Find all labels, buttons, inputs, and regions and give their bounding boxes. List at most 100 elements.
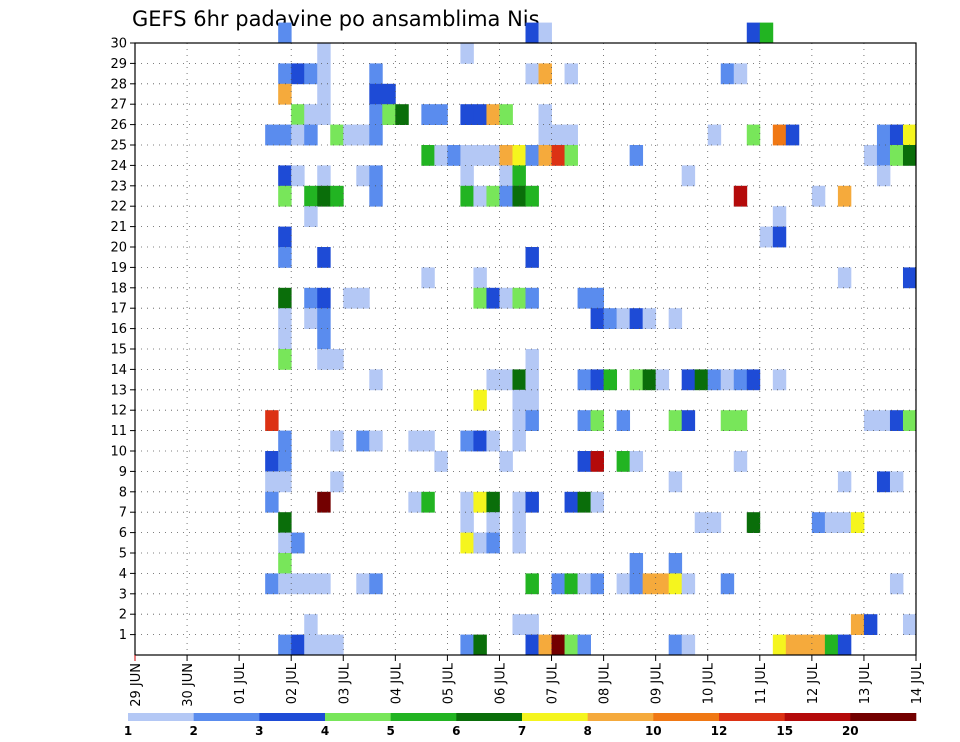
precip-cell (473, 287, 487, 309)
precip-cell (369, 573, 383, 595)
precip-cell (525, 63, 539, 85)
precip-cell (902, 267, 917, 289)
colorbar-label: 2 (190, 724, 198, 738)
precip-cell (356, 430, 370, 452)
colorbar-label: 3 (255, 724, 263, 738)
precip-cell (304, 614, 318, 635)
precip-cell (278, 573, 292, 595)
y-tick-label: 8 (119, 485, 127, 500)
colorbar-label: 10 (645, 724, 662, 738)
precip-cell (811, 512, 826, 533)
precip-cell (577, 573, 591, 595)
precip-cell (642, 308, 657, 329)
precip-cell (278, 328, 292, 350)
precip-cell (616, 410, 631, 431)
x-tick-label: 04 JUL (389, 662, 404, 704)
y-tick-label: 5 (119, 547, 127, 562)
precip-cell (733, 410, 748, 431)
precip-cell (499, 104, 513, 125)
precip-cell (369, 430, 383, 452)
precip-cell (369, 104, 383, 125)
precip-cell (837, 634, 852, 656)
precip-cell (343, 287, 357, 309)
x-axis: 29 JUN 30 JUN 01 JUL 02 JUL 03 JUL 04 JUL 05 J… (129, 655, 925, 707)
precip-cell (681, 410, 696, 431)
precip-cell (551, 573, 565, 595)
precip-cell (655, 573, 670, 595)
colorbar-swatch (522, 713, 588, 721)
precip-cell (473, 389, 487, 411)
precip-cell (642, 573, 657, 595)
precip-cell (291, 63, 305, 85)
precip-cell (434, 451, 448, 472)
precip-cell (720, 369, 735, 391)
precip-cell (876, 124, 891, 146)
precip-cell (278, 83, 292, 105)
colorbar-swatch (456, 713, 523, 721)
y-tick-label: 15 (110, 343, 127, 358)
precip-cell (668, 410, 683, 431)
precip-cell (304, 185, 318, 207)
x-tick-label: 01 JUL (233, 662, 248, 704)
precip-cell (317, 43, 331, 64)
precip-cell (278, 634, 292, 656)
precip-cell (681, 369, 696, 391)
precip-cell (291, 634, 305, 656)
precip-cell (837, 471, 852, 493)
precip-cell (590, 573, 604, 595)
precip-cell (668, 308, 683, 329)
precip-cell (278, 553, 292, 574)
precip-cell (668, 471, 683, 493)
precip-cell (863, 145, 878, 166)
precip-cell (317, 104, 331, 125)
precip-cell (460, 430, 474, 452)
precip-cell (655, 369, 670, 391)
precip-cell (278, 63, 292, 85)
precip-cell (421, 430, 435, 452)
precip-cell (707, 124, 722, 146)
colorbar-label: 7 (518, 724, 526, 738)
y-tick-label: 3 (119, 587, 127, 602)
precip-cell (486, 430, 500, 452)
precip-cell (694, 512, 709, 533)
x-tick-label: 11 JUL (754, 662, 769, 704)
precip-cell (304, 573, 318, 595)
x-tick-label: 08 JUL (598, 662, 613, 704)
precip-cell (681, 165, 696, 187)
precip-cell (486, 512, 500, 533)
precip-cell (538, 145, 552, 166)
precip-cell (330, 471, 344, 493)
y-tick-label: 1 (119, 628, 127, 643)
colorbar-label: 6 (452, 724, 460, 738)
precip-cell (486, 532, 500, 554)
precip-cell (616, 308, 631, 329)
precip-cell (265, 471, 279, 493)
precip-cell (304, 63, 318, 85)
y-axis: 1234567891011121314151617181920212223242… (110, 37, 135, 643)
precip-cell (330, 124, 344, 146)
precip-cell (512, 165, 526, 187)
precip-cell (356, 124, 370, 146)
precip-cell (421, 145, 435, 166)
precip-cell (408, 491, 422, 513)
y-tick-label: 14 (110, 363, 127, 378)
precip-cell (733, 185, 748, 207)
precip-cell (785, 634, 800, 656)
precip-cell (421, 267, 435, 289)
precip-cell (577, 369, 591, 391)
colorbar-swatch (784, 713, 851, 721)
precip-cell (278, 512, 292, 533)
y-tick-label: 24 (110, 159, 127, 174)
precip-cell (291, 165, 305, 187)
precip-cell (317, 63, 331, 85)
precip-cell (772, 369, 787, 391)
y-tick-label: 17 (110, 302, 127, 317)
precip-cell (590, 491, 604, 513)
precip-cell (447, 145, 461, 166)
grid-lines (135, 43, 916, 655)
y-tick-label: 25 (110, 139, 127, 154)
precip-cell (824, 512, 839, 533)
precip-cell (525, 410, 539, 431)
precip-cell (564, 634, 578, 656)
